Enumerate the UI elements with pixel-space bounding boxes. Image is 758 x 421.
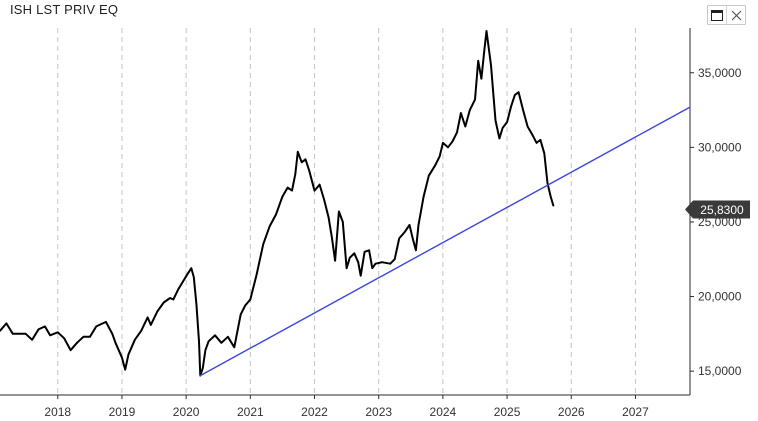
maximize-button[interactable] [708, 6, 726, 24]
series [0, 30, 691, 377]
x-tick-label: 2025 [494, 405, 521, 419]
x-tick-label: 2024 [430, 405, 457, 419]
x-tick-label: 2026 [558, 405, 585, 419]
x-tick-label: 2019 [109, 405, 136, 419]
x-tick-label: 2022 [301, 405, 328, 419]
maximize-icon [711, 9, 723, 21]
x-tick-label: 2020 [173, 405, 200, 419]
x-tick-label: 2023 [365, 405, 392, 419]
last-price-badge [685, 200, 750, 219]
trend-line [199, 106, 691, 377]
vertical-grid [57, 28, 636, 395]
x-tick-label: 2021 [237, 405, 264, 419]
last-price-label: 25,8300 [700, 203, 744, 217]
chart-title: ISH LST PRIV EQ [10, 2, 119, 17]
close-icon [731, 10, 741, 20]
x-axis-ticks: 2018 2019 2020 2021 2022 2023 2024 2025 2026 2027 [44, 395, 649, 419]
x-tick-label: 2027 [622, 405, 649, 419]
x-tick-label: 2018 [44, 405, 71, 419]
y-tick-label: 35,0000 [698, 66, 742, 80]
price-series-line [0, 30, 555, 377]
axes [0, 28, 691, 396]
last-price-tag: 25,8300 [685, 200, 750, 219]
y-tick-label: 15,0000 [698, 364, 742, 378]
y-tick-label: 20,0000 [698, 290, 742, 304]
y-tick-label: 30,0000 [698, 140, 742, 154]
window-controls [707, 5, 746, 25]
close-button[interactable] [726, 6, 745, 24]
